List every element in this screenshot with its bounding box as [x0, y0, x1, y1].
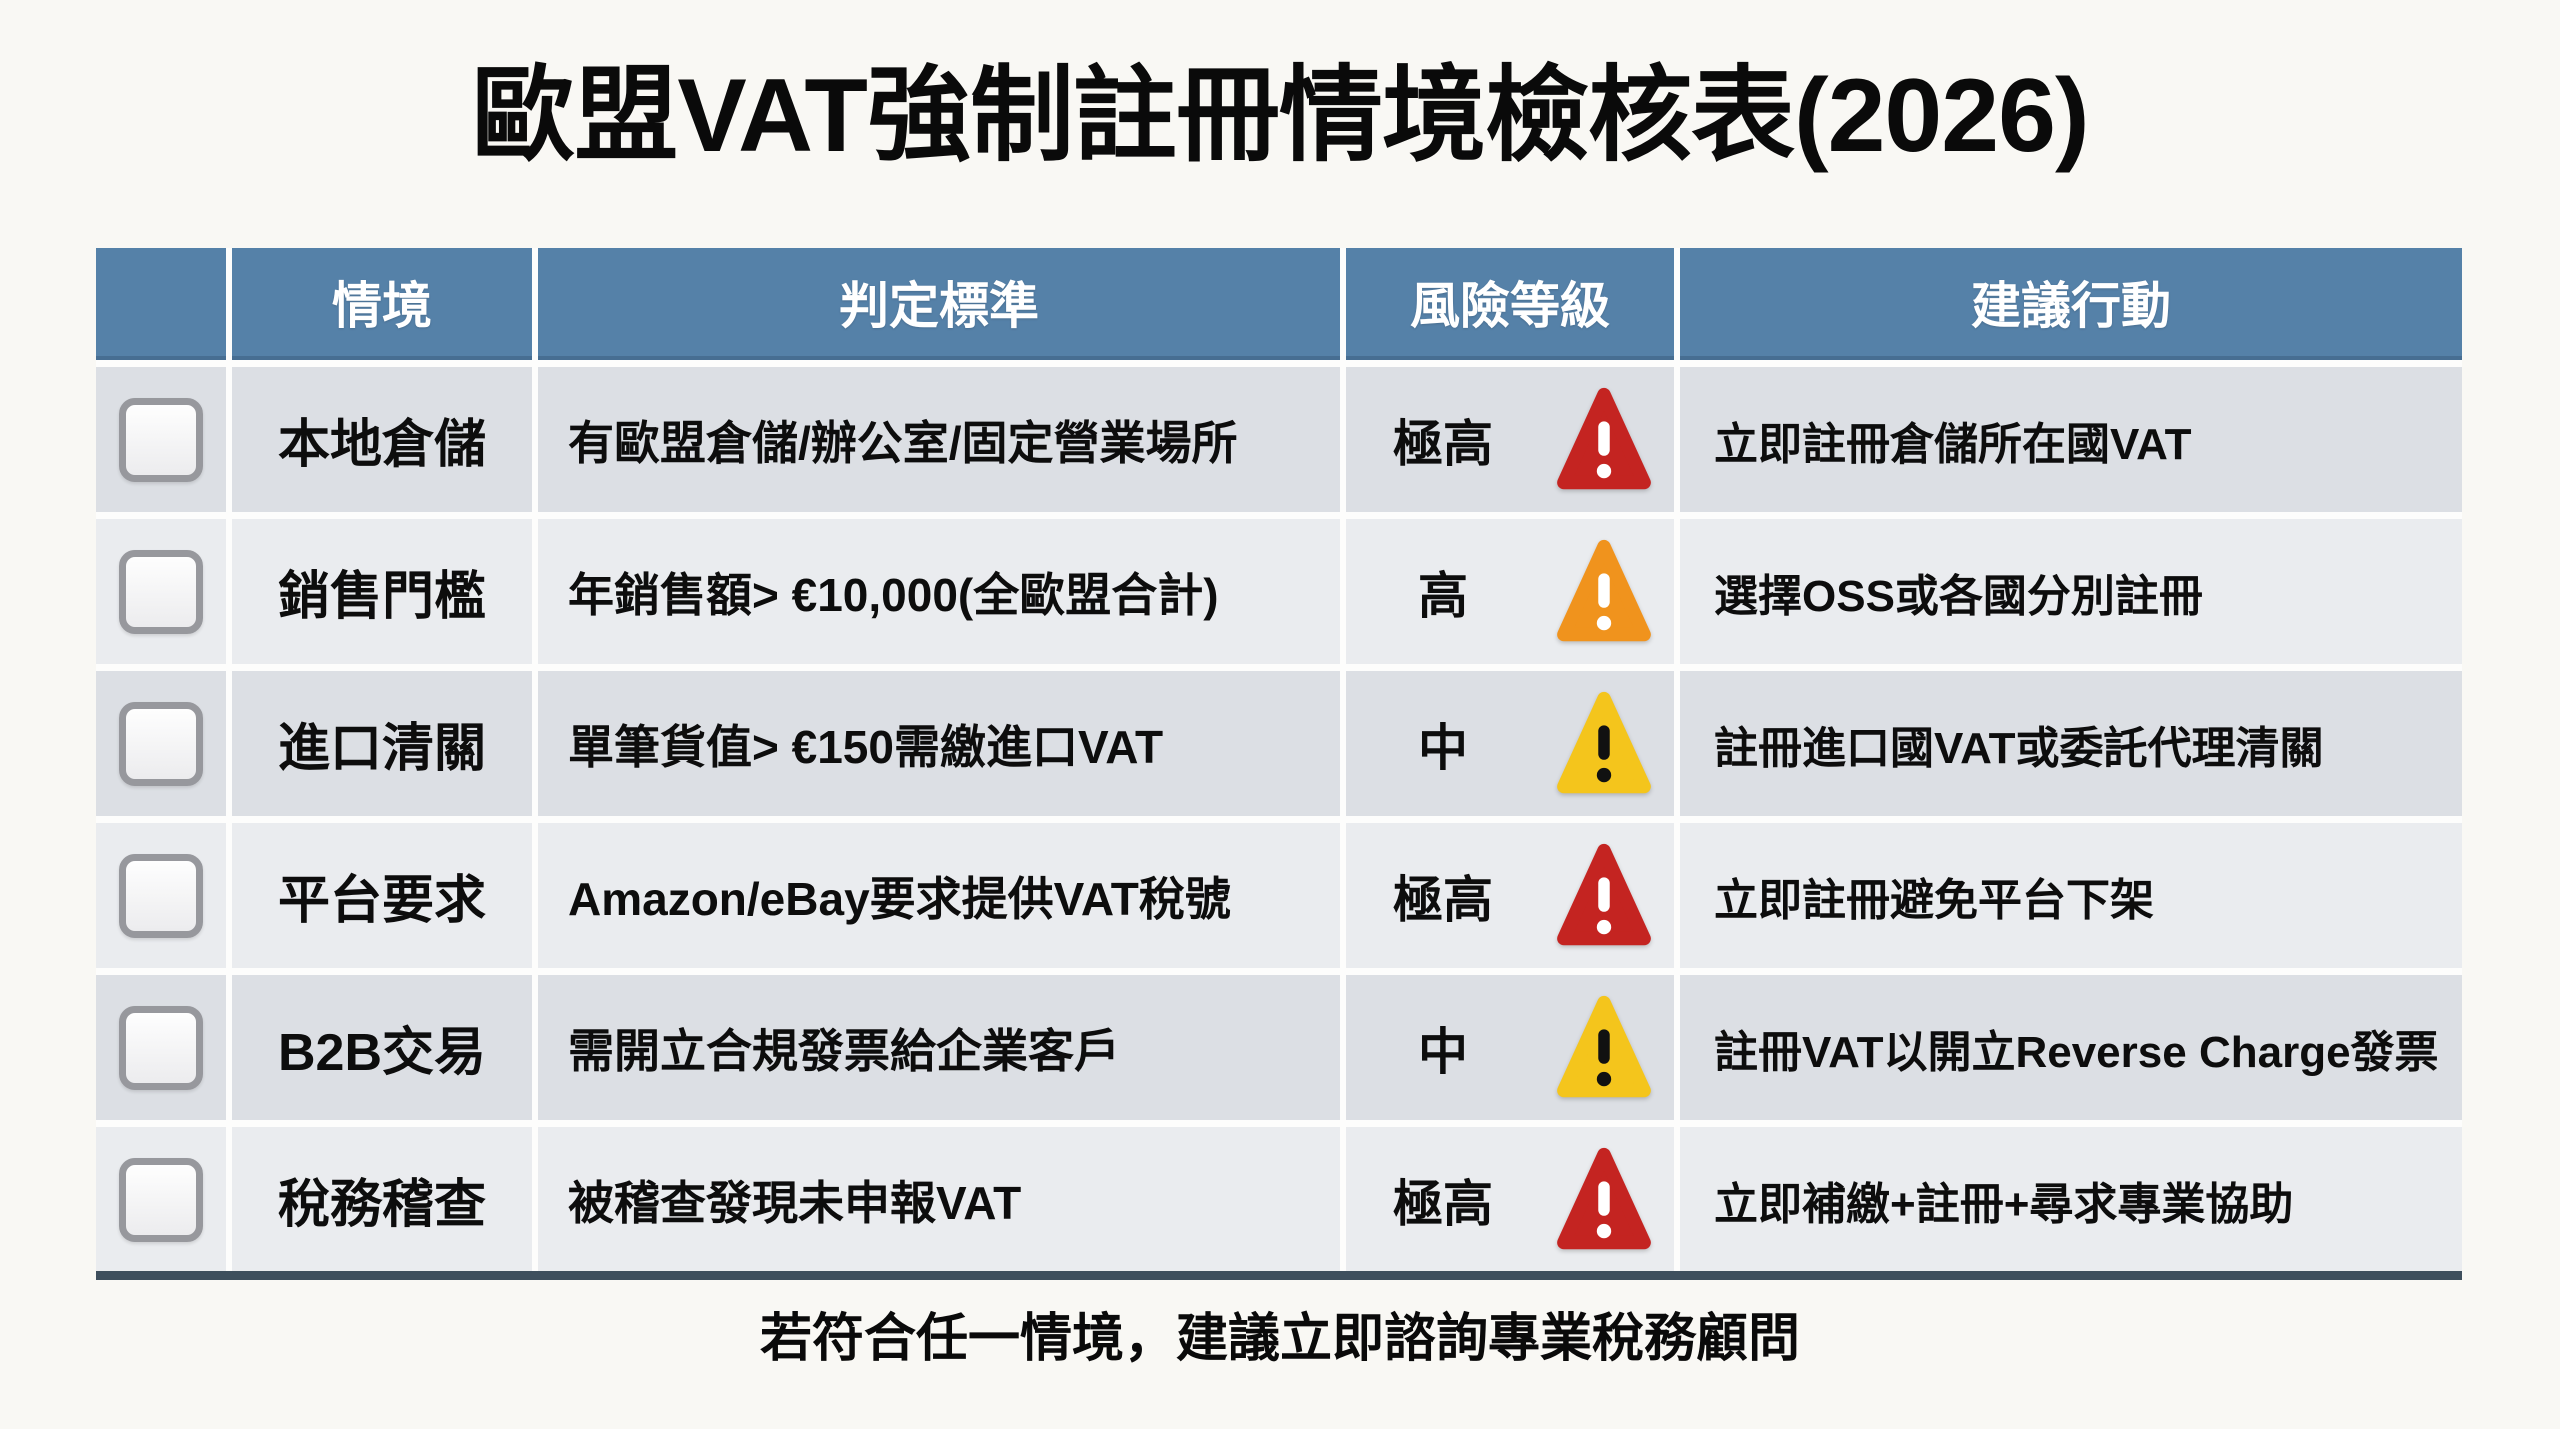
risk-label: 中: [1418, 1023, 1468, 1080]
scenario-label: 平台要求: [232, 823, 532, 968]
checkbox-cell: [96, 1127, 226, 1272]
checkbox-cell: [96, 519, 226, 664]
scenario-label: 銷售門檻: [232, 519, 532, 664]
table-bottom-rule: [96, 1271, 2462, 1280]
row-checkbox[interactable]: [119, 1157, 203, 1242]
scenario-label: 稅務稽查: [232, 1127, 532, 1272]
header-criteria: 判定標準: [538, 248, 1340, 360]
scenario-label: B2B交易: [232, 975, 532, 1120]
checkbox-cell: [96, 367, 226, 512]
action-text: 立即註冊倉儲所在國VAT: [1680, 367, 2462, 512]
row-checkbox[interactable]: [119, 1005, 203, 1090]
action-text: 註冊VAT以開立Reverse Charge發票: [1680, 975, 2462, 1120]
header-scenario: 情境: [232, 248, 532, 360]
risk-cell: 極高: [1346, 823, 1674, 968]
warning-triangle-orange-icon: [1557, 539, 1651, 641]
criteria-text: 有歐盟倉儲/辦公室/固定營業場所: [538, 367, 1340, 512]
risk-cell: 中: [1346, 671, 1674, 816]
action-text: 註冊進口國VAT或委託代理清關: [1680, 671, 2462, 816]
warning-triangle-red-icon: [1557, 1147, 1651, 1249]
risk-cell: 高: [1346, 519, 1674, 664]
warning-triangle-yellow-icon: [1557, 691, 1651, 793]
action-text: 選擇OSS或各國分別註冊: [1680, 519, 2462, 664]
row-checkbox[interactable]: [119, 397, 203, 482]
checkbox-cell: [96, 671, 226, 816]
risk-cell: 極高: [1346, 367, 1674, 512]
risk-cell: 中: [1346, 975, 1674, 1120]
footer-note: 若符合任一情境，建議立即諮詢專業稅務顧問: [759, 1310, 1800, 1368]
row-checkbox[interactable]: [119, 549, 203, 634]
header-risk: 風險等級: [1346, 248, 1674, 360]
header-action: 建議行動: [1680, 248, 2462, 360]
checkbox-cell: [96, 823, 226, 968]
criteria-text: 需開立合規發票給企業客戶: [538, 975, 1340, 1120]
risk-label: 中: [1418, 719, 1468, 776]
action-text: 立即註冊避免平台下架: [1680, 823, 2462, 968]
scenario-label: 本地倉儲: [232, 367, 532, 512]
warning-triangle-red-icon: [1557, 843, 1651, 945]
page-title: 歐盟VAT強制註冊情境檢核表(2026): [471, 58, 2089, 174]
criteria-text: 單筆貨值> €150需繳進口VAT: [538, 671, 1340, 816]
risk-label: 極高: [1393, 871, 1493, 928]
criteria-text: 年銷售額> €10,000(全歐盟合計): [538, 519, 1340, 664]
row-checkbox[interactable]: [119, 853, 203, 938]
action-text: 立即補繳+註冊+尋求專業協助: [1680, 1127, 2462, 1272]
warning-triangle-red-icon: [1557, 387, 1651, 489]
risk-label: 極高: [1393, 1175, 1493, 1232]
risk-label: 極高: [1393, 415, 1493, 472]
criteria-text: 被稽查發現未申報VAT: [538, 1127, 1340, 1272]
warning-triangle-yellow-icon: [1557, 995, 1651, 1097]
row-checkbox[interactable]: [119, 701, 203, 786]
header-checkbox-column: [96, 248, 226, 360]
vat-checklist-table: 情境 判定標準 風險等級 建議行動 本地倉儲 有歐盟倉儲/辦公室/固定營業場所 …: [96, 248, 2462, 1272]
scenario-label: 進口清關: [232, 671, 532, 816]
checkbox-cell: [96, 975, 226, 1120]
risk-cell: 極高: [1346, 1127, 1674, 1272]
criteria-text: Amazon/eBay要求提供VAT稅號: [538, 823, 1340, 968]
risk-label: 高: [1418, 567, 1468, 624]
